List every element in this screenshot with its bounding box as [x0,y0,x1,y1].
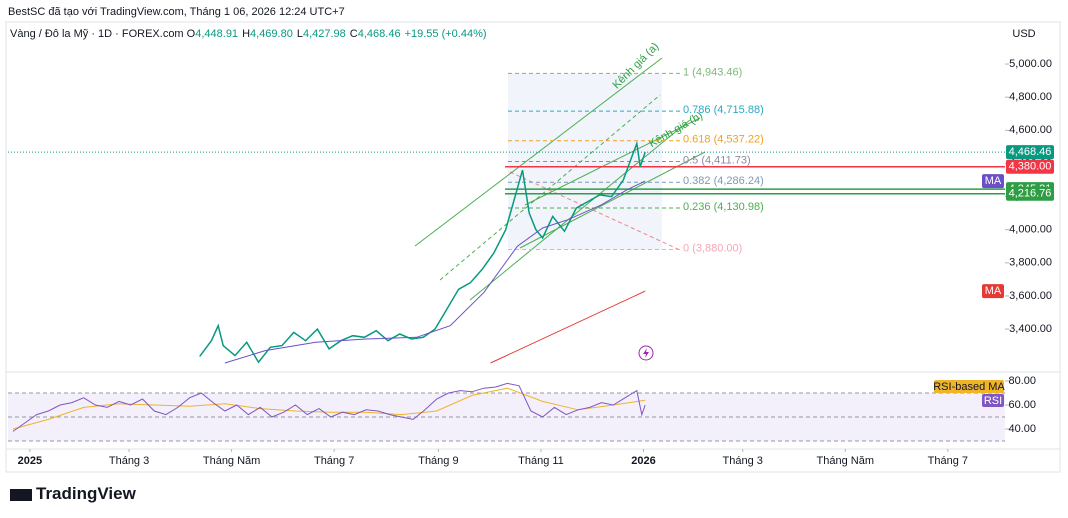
y-tick-label: 4,000.00 [1009,224,1052,236]
price-line-series [199,140,646,364]
ohlc-key: C [349,28,358,40]
event-icon-bolt [643,348,649,358]
ma-line [490,290,646,364]
fib-label: 0 (3,880.00) [683,242,742,254]
ohlc-key: O [186,28,196,40]
rsi-tick-label: 40.00 [1008,423,1036,435]
ohlc-value: 4,468.46 [357,28,401,40]
ohlc-value: 4,427.98 [302,28,346,40]
fib-label: 0.5 (4,411.73) [683,154,751,166]
ohlc-value: 4,448.91 [195,28,239,40]
y-tick-label: 3,600.00 [1009,290,1052,302]
channel-a-line [414,57,663,247]
rsi-tick-label: 60.00 [1008,399,1036,411]
ohlc-key: L [296,28,303,40]
brand: TradingView [10,484,136,504]
rsi-line [12,382,646,432]
y-tick-label: 3,400.00 [1009,323,1052,335]
rsi-tag: RSI [984,395,1002,407]
fib-label: 0.786 (4,715.88) [683,104,764,116]
price-tag-box [1006,145,1054,160]
rsi-ma-line [12,387,646,430]
price-tag-box [1006,186,1054,201]
x-tick-label: 2026 [631,455,655,467]
price-tag: 4,380.00 [1009,161,1052,173]
y-tick-label: 3,800.00 [1009,257,1052,269]
channel-a-line [439,94,661,281]
y-tick-label: 5,000.00 [1009,58,1052,70]
price-tag-box [1006,159,1054,174]
fib-label: 0.236 (4,130.98) [683,201,764,213]
x-tick-label: Tháng 9 [418,455,458,467]
symbol: Vàng / Đô la Mỹ · 1D · FOREX.com [10,28,184,40]
change: +19.55 (+0.44%) [404,28,487,40]
ohlc-value: 4,469.80 [250,28,293,40]
x-tick-label: 2025 [18,455,42,467]
ma-tag-box [982,284,1004,299]
ohlc-key: H [242,28,251,40]
rsi-tick-label: 80.00 [1008,375,1036,387]
y-tick-label: 4,800.00 [1009,91,1052,103]
attribution: BestSC đã tạo với TradingView.com, Tháng… [8,6,345,18]
x-tick-label: Tháng 7 [314,455,354,467]
y-tick-label: 4,600.00 [1009,124,1052,136]
fib-label: 0.382 (4,286.24) [683,175,764,187]
channel-b-line [519,151,706,249]
x-tick-label: Tháng 7 [928,455,968,467]
event-icon [638,345,654,361]
x-tick-label: Tháng Năm [817,455,874,467]
logo [10,488,32,501]
brand-name: TradingView [36,484,136,503]
ma-tag: MA [985,175,1002,187]
ma-line [224,180,646,364]
price-tag: 4,216.76 [1009,188,1052,200]
ma-tag: MA [985,285,1002,297]
fib-label: 1 (4,943.46) [683,66,742,78]
channel-a-line [469,119,691,301]
rsi-ma-tag-box [934,380,1004,393]
price-tag: 4,468.46 [1009,146,1052,158]
legend: Vàng / Đô la Mỹ · 1D · FOREX.com O4,448.… [10,28,491,40]
x-tick-label: Tháng 3 [723,455,763,467]
x-tick-label: Tháng Năm [203,455,260,467]
projection-line [509,171,681,251]
ohlc: O4,448.91 H4,469.80 L4,427.98 C4,468.46 [187,28,405,40]
channel-b-line [524,117,701,206]
fib-label: 0.618 (4,537.22) [683,134,764,146]
ma-tag-box [982,174,1004,189]
currency: USD [1012,28,1035,40]
x-tick-label: Tháng 3 [109,455,149,467]
x-tick-label: Tháng 11 [518,455,564,467]
rsi-tag-box [982,394,1004,407]
rsi-ma-tag: RSI-based MA [933,381,1005,393]
